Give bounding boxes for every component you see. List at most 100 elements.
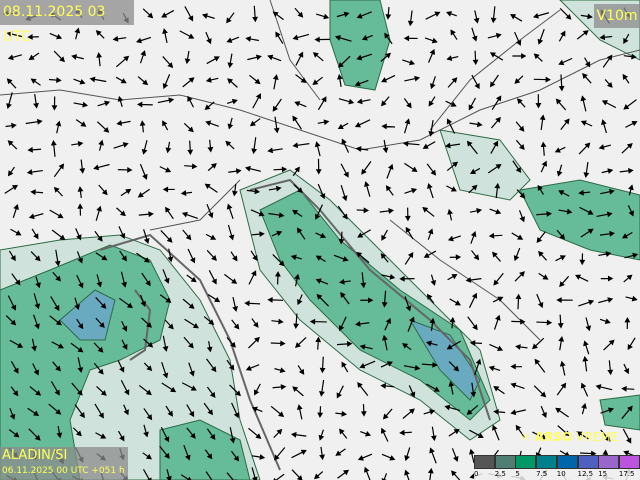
wind-arrow — [427, 48, 436, 63]
wind-arrow — [448, 380, 455, 395]
wind-arrow — [488, 365, 501, 372]
wind-arrow — [230, 251, 238, 262]
wind-arrow — [56, 426, 63, 439]
wind-arrow — [515, 121, 525, 132]
wind-arrow — [557, 425, 570, 437]
wind-arrow — [295, 74, 307, 83]
wind-arrow — [49, 315, 62, 326]
wind-arrow — [354, 321, 370, 327]
wind-arrow — [422, 206, 435, 217]
wind-arrow — [182, 298, 195, 309]
wind-arrow — [598, 144, 612, 150]
wind-arrow — [314, 36, 330, 43]
wind-arrow — [96, 274, 103, 288]
wind-arrow — [187, 95, 195, 108]
wind-arrow — [537, 184, 544, 195]
wind-arrow — [580, 450, 597, 457]
wind-arrow — [356, 98, 371, 105]
wind-arrow — [268, 212, 285, 218]
wind-arrow — [33, 94, 39, 109]
wind-arrow — [179, 30, 195, 39]
wind-arrow — [382, 334, 388, 351]
wind-arrow — [117, 95, 124, 107]
brand-arso: ARSO — [534, 430, 573, 444]
sun-logo-icon: ☼ — [520, 430, 531, 444]
wind-arrow — [381, 123, 396, 130]
wind-arrow — [94, 403, 104, 419]
wind-arrow — [533, 385, 547, 398]
wind-arrow — [357, 229, 371, 238]
wind-arrow — [186, 274, 197, 283]
wind-arrow — [599, 34, 613, 41]
model-info: ALADIN/SI 06.11.2025 00 UTC +051 h — [0, 447, 128, 480]
wind-arrow — [625, 120, 638, 128]
wind-arrow — [380, 253, 389, 263]
wind-arrow — [381, 453, 396, 461]
wind-arrow — [532, 431, 547, 440]
wind-arrow — [251, 231, 265, 238]
wind-arrow — [381, 74, 396, 83]
legend-swatch — [536, 455, 558, 469]
wind-arrow — [33, 314, 40, 330]
wind-arrow — [469, 429, 484, 438]
wind-arrow — [423, 409, 436, 415]
wind-arrow — [601, 119, 608, 134]
wind-arrow — [556, 382, 567, 396]
wind-arrow — [120, 271, 127, 288]
wind-arrow — [467, 316, 478, 331]
wind-arrow — [93, 163, 110, 171]
wind-arrow — [558, 30, 566, 42]
wind-arrow — [120, 188, 132, 197]
wind-arrow — [334, 35, 352, 42]
wind-arrow — [492, 424, 500, 441]
wind-arrow — [184, 163, 198, 170]
wind-arrow — [231, 319, 240, 330]
wind-arrow — [466, 404, 479, 415]
wind-arrow — [207, 293, 221, 303]
wind-arrow — [159, 166, 172, 173]
wind-arrow — [226, 359, 235, 371]
legend-tick: 10 — [556, 470, 566, 478]
wind-arrow — [491, 95, 502, 110]
wind-arrow — [227, 117, 234, 130]
wind-arrow — [251, 318, 259, 328]
legend-swatch — [494, 455, 516, 469]
wind-arrow — [7, 54, 22, 61]
wind-arrow — [403, 364, 421, 371]
wind-arrow — [356, 251, 370, 264]
wind-arrow — [560, 118, 570, 130]
wind-arrow — [162, 73, 171, 90]
wind-arrow — [227, 53, 234, 69]
wind-arrow — [487, 163, 502, 174]
wind-arrow — [246, 188, 261, 195]
wind-arrow — [585, 317, 592, 332]
wind-arrow — [582, 73, 592, 84]
wind-arrow — [292, 386, 304, 397]
wind-arrow — [25, 118, 43, 125]
legend-swatch — [618, 455, 640, 469]
wind-arrow — [601, 168, 614, 174]
wind-arrow — [30, 78, 41, 86]
wind-arrow — [53, 186, 63, 197]
wind-arrow — [428, 120, 435, 137]
wind-arrow — [224, 273, 238, 284]
wind-arrow — [578, 189, 591, 196]
wind-arrow — [336, 11, 350, 18]
wind-arrow — [226, 203, 234, 220]
wind-arrow — [186, 404, 195, 418]
wind-arrow — [622, 428, 632, 444]
wind-arrow — [248, 270, 257, 285]
wind-arrow — [290, 431, 307, 438]
wind-arrow — [451, 448, 459, 463]
wind-arrow — [380, 427, 389, 442]
wind-arrow — [139, 50, 146, 64]
wind-arrow — [627, 205, 634, 217]
wind-arrow — [51, 229, 66, 241]
wind-arrow — [141, 140, 148, 155]
legend-swatch — [598, 455, 620, 469]
wind-arrow — [225, 140, 235, 150]
wind-arrow — [116, 207, 126, 217]
wind-arrow — [384, 317, 391, 331]
wind-arrow — [600, 407, 614, 414]
wind-arrow — [384, 32, 393, 45]
